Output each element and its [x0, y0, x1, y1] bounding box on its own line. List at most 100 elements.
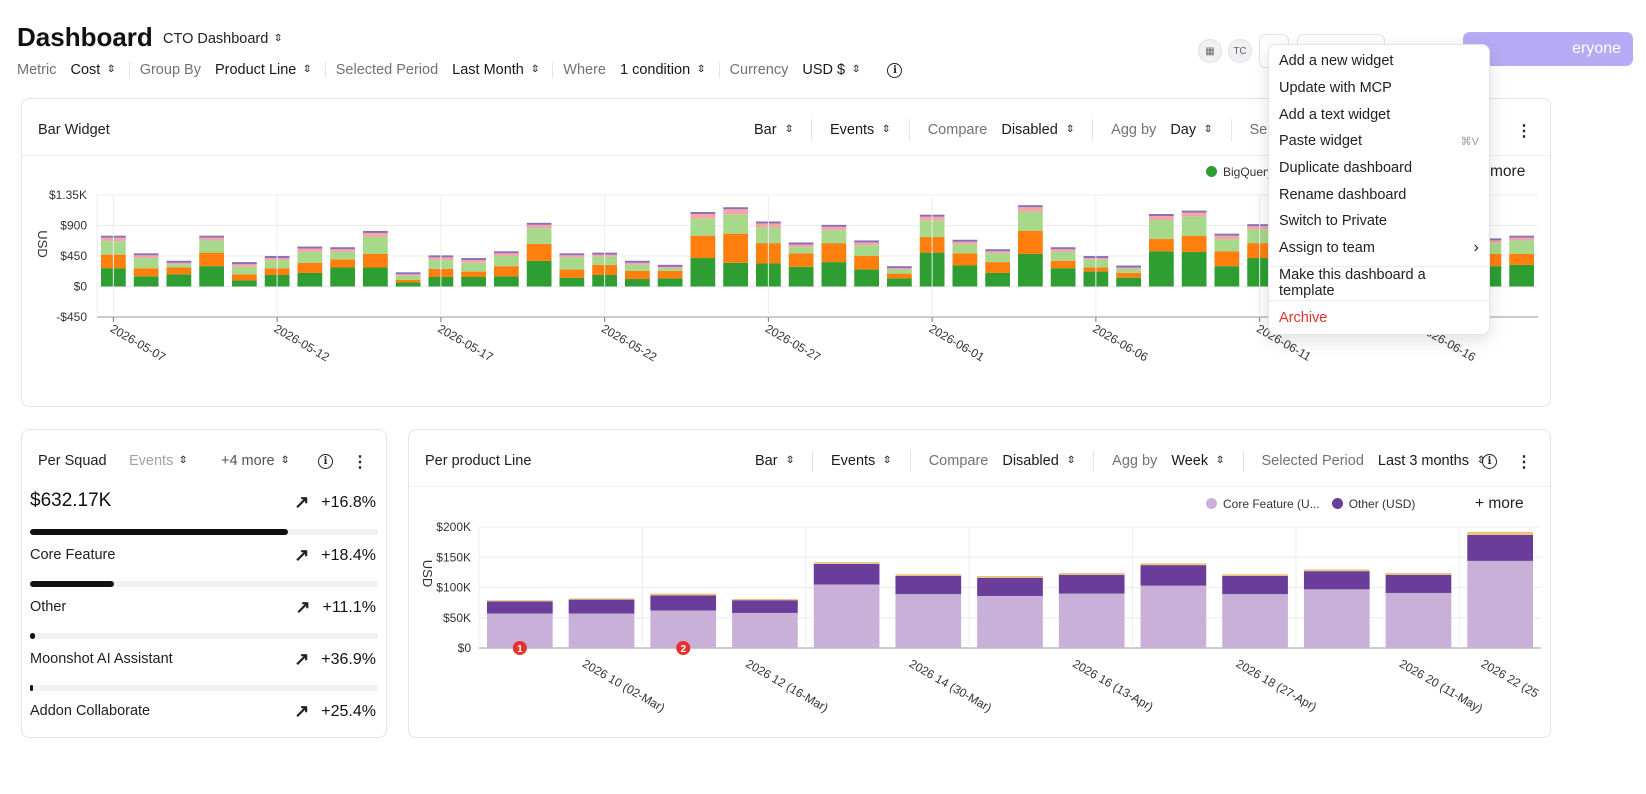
bar-segment [1509, 237, 1534, 241]
filter-value-text: USD $ [802, 62, 846, 78]
legend-more-link[interactable]: more [1490, 163, 1526, 180]
bar-segment [1303, 571, 1370, 590]
legend-item[interactable]: Core Feature (U... [1206, 497, 1320, 511]
bar-segment [1116, 277, 1141, 287]
x-tick-label: 2026 12 (16-Mar) [743, 656, 830, 714]
squad-row-change: ↗ +18.4% [294, 545, 376, 566]
menu-item-label: Paste widget [1279, 133, 1363, 149]
legend-item[interactable]: Other (USD) [1331, 497, 1415, 511]
bar-segment [985, 253, 1010, 263]
bar-cap [297, 246, 323, 249]
legend-item[interactable]: BigQuery [1206, 165, 1273, 179]
y-tick-label: $150K [436, 550, 471, 564]
squad-row-change: ↗ +25.4% [294, 701, 376, 722]
filter-currency[interactable]: Currency USD $ ⇕ [730, 62, 874, 78]
bar-segment [133, 258, 159, 269]
bar-segment [1385, 574, 1452, 593]
change-value: +16.8% [321, 493, 376, 511]
chart-type-select[interactable]: Bar ⇕ [737, 450, 812, 472]
share-button[interactable]: eryone [1463, 32, 1633, 66]
menu-item-label: Add a text widget [1279, 107, 1391, 123]
widget-menu-icon[interactable]: ⋮ [1516, 123, 1532, 140]
bar-segment [952, 244, 978, 254]
info-icon[interactable]: i [318, 454, 333, 469]
menu-item-assign-team[interactable]: Assign to team › [1279, 237, 1479, 259]
bar-segment [1385, 592, 1452, 648]
arrow-up-right-icon: ↗ [295, 597, 311, 617]
bar-cap [788, 242, 814, 245]
select-value: Last 3 months [1377, 453, 1469, 469]
agg-select[interactable]: Agg by Week ⇕ [1093, 450, 1242, 472]
filter-value: Product Line ⇕ [214, 62, 313, 78]
legend-dot [1206, 498, 1217, 509]
menu-item-add-widget[interactable]: Add a new widget [1279, 50, 1479, 72]
y-tick-label: $50K [443, 611, 471, 625]
filter-value: USD $ ⇕ [802, 62, 861, 78]
menu-item-switch-private[interactable]: Switch to Private [1279, 210, 1479, 232]
filter-metric[interactable]: Metric Cost ⇕ [17, 62, 130, 78]
bar-segment [952, 241, 978, 245]
annotation-marker [676, 641, 691, 655]
x-tick-label: 2026 14 (30-Mar) [907, 656, 994, 714]
annotation-marker [512, 641, 527, 655]
x-tick-label: 2026-06-01 [927, 321, 987, 364]
bar-cap [723, 207, 748, 210]
legend-more-link[interactable]: + more [1475, 495, 1524, 512]
x-tick-label: 2026-05-17 [435, 321, 495, 364]
bar-segment [568, 598, 635, 600]
bar-segment [1149, 220, 1174, 240]
bar-segment [1018, 207, 1043, 212]
bar-segment [297, 262, 323, 273]
y-tick-label: -$450 [56, 310, 87, 324]
filter-where[interactable]: Where 1 condition ⇕ [563, 62, 720, 78]
filter-value-text: Cost [70, 62, 101, 78]
menu-item-paste-widget[interactable]: Paste widget ⌘V [1279, 130, 1479, 152]
compare-select[interactable]: Compare Disabled ⇕ [909, 450, 1093, 472]
filter-period[interactable]: Selected Period Last Month ⇕ [336, 62, 554, 78]
bar-segment [895, 576, 962, 595]
menu-item-add-text-widget[interactable]: Add a text widget [1279, 104, 1479, 126]
dashboard-selector[interactable]: CTO Dashboard ⇕ [163, 31, 284, 47]
bar-segment [732, 600, 798, 613]
widget-title: Bar Widget [38, 122, 110, 138]
agg-select[interactable]: Agg by Day ⇕ [1092, 119, 1230, 141]
menu-item-duplicate-dashboard[interactable]: Duplicate dashboard [1279, 157, 1479, 179]
bar-segment [395, 274, 421, 276]
menu-item-rename-dashboard[interactable]: Rename dashboard [1279, 184, 1479, 206]
dashboard-actions-menu: Add a new widget Update with MCP Add a t… [1268, 44, 1490, 335]
bar-segment [985, 272, 1010, 287]
chart-type-select[interactable]: Bar ⇕ [736, 119, 811, 141]
events-select[interactable]: Events ⇕ [811, 450, 910, 472]
compare-select[interactable]: Compare Disabled ⇕ [908, 119, 1092, 141]
info-icon[interactable]: i [887, 62, 903, 78]
info-icon[interactable]: i [1482, 454, 1497, 469]
events-select[interactable]: Events ⇕ [129, 453, 189, 469]
select-value: Bar [755, 453, 778, 469]
menu-item-label: Update with MCP [1279, 80, 1392, 96]
period-select[interactable]: Selected Period Last 3 months ⇕ [1242, 450, 1504, 472]
more-filters-select[interactable]: +4 more ⇕ [221, 453, 290, 469]
bar-segment [887, 278, 912, 287]
menu-item-update-mcp[interactable]: Update with MCP [1279, 77, 1479, 99]
filter-label: Where [563, 62, 606, 78]
bar-segment [166, 264, 192, 268]
menu-item-archive[interactable]: Archive [1279, 307, 1479, 329]
bar-segment [1214, 235, 1240, 240]
bar-segment [461, 277, 486, 287]
bar-segment [813, 562, 880, 564]
bar-segment [494, 276, 519, 287]
bar-cap [625, 260, 650, 263]
squad-row-change: ↗ +11.1% [295, 597, 376, 618]
avatar[interactable]: TC [1228, 39, 1252, 63]
bar-segment [1467, 560, 1533, 648]
bar-segment [1050, 251, 1076, 261]
widget-menu-icon[interactable]: ⋮ [1516, 454, 1532, 471]
filter-group-by[interactable]: Group By Product Line ⇕ [140, 62, 326, 78]
filter-value-text: Product Line [214, 62, 297, 78]
bar-segment [232, 274, 257, 281]
widget-menu-icon[interactable]: ⋮ [352, 454, 368, 471]
events-select[interactable]: Events ⇕ [810, 119, 909, 141]
bar-segment [1303, 589, 1370, 648]
building-icon[interactable]: ▦ [1198, 39, 1222, 63]
menu-item-make-template[interactable]: Make this dashboard a template [1279, 267, 1479, 299]
